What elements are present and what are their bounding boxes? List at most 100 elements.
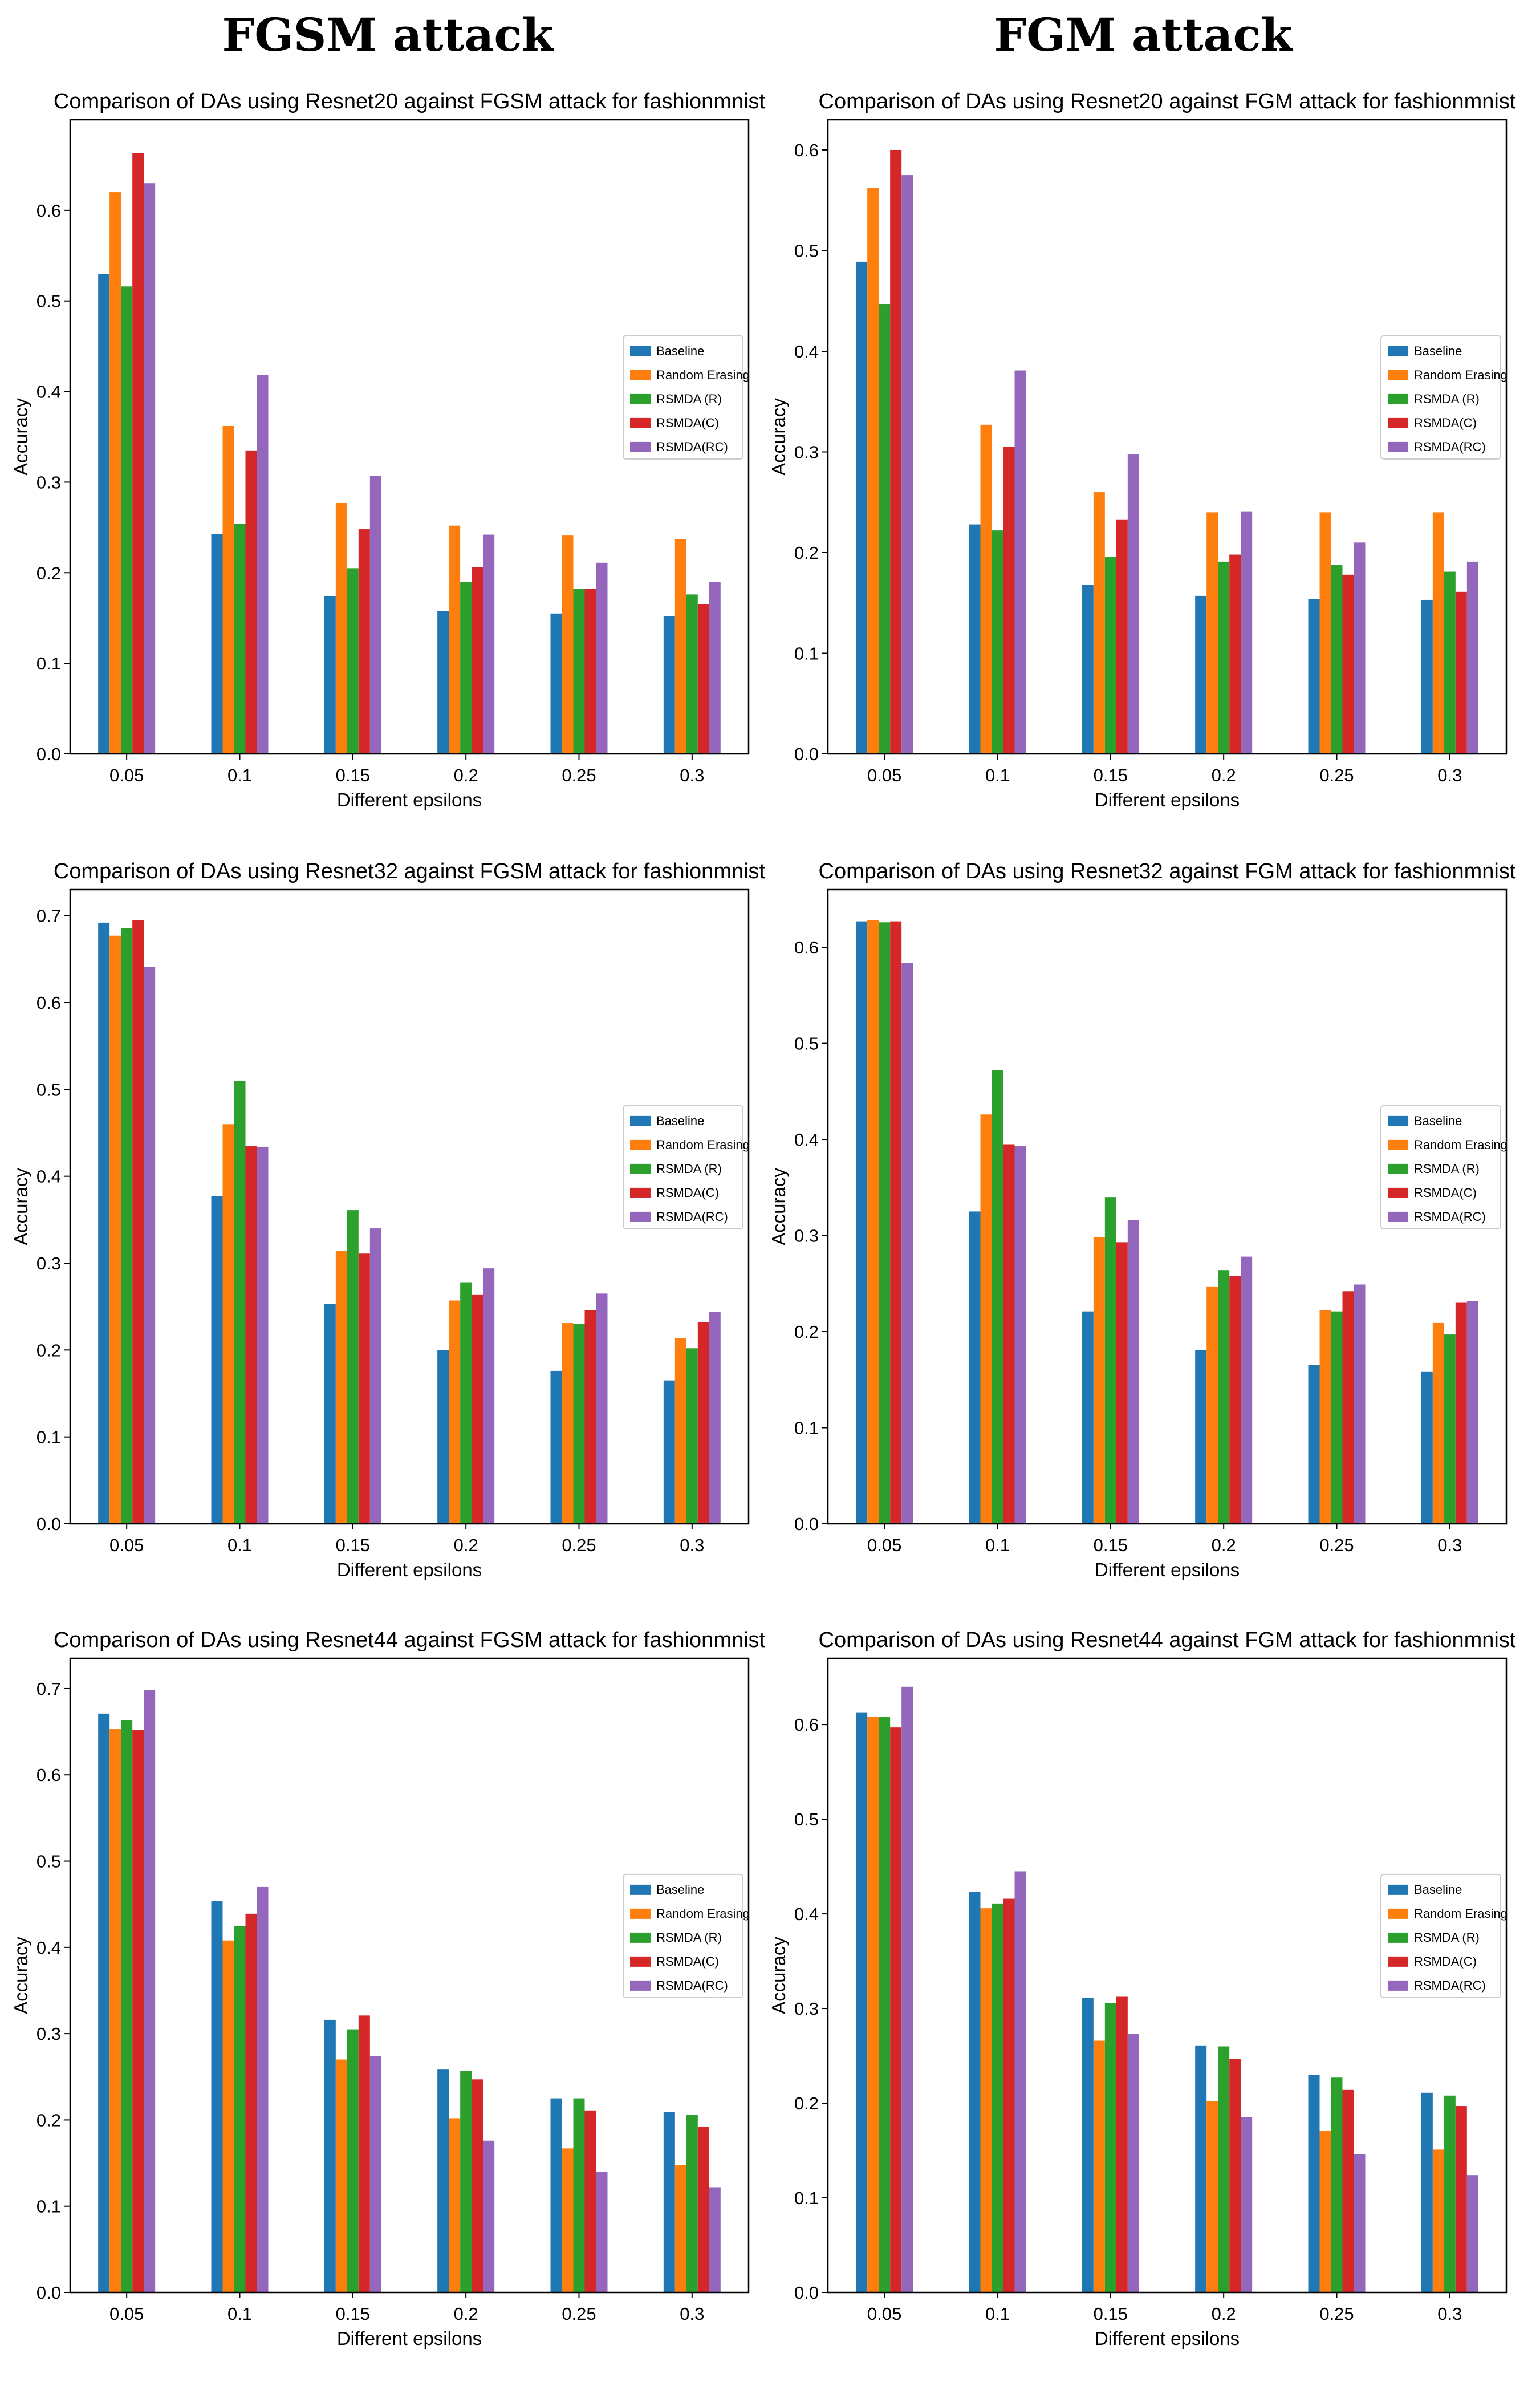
bar-rsmda-rc-0.1 xyxy=(1014,1146,1026,1524)
x-tick-label: 0.05 xyxy=(867,2304,901,2324)
bar-baseline-0.05 xyxy=(856,261,868,754)
bar-random-erasing-0.05 xyxy=(109,935,121,1524)
y-tick-label: 0.1 xyxy=(794,1418,819,1438)
y-tick-label: 0.4 xyxy=(36,1938,61,1958)
bar-baseline-0.3 xyxy=(663,2112,675,2292)
bar-rsmda-r-0.2 xyxy=(460,582,472,754)
x-axis-label: Different epsilons xyxy=(1095,1559,1240,1580)
legend: Baseline Random Erasing RSMDA (R) RSMDA(C) R… xyxy=(1380,1105,1508,1229)
y-tick-label: 0.1 xyxy=(794,643,819,663)
bar-rsmda-rc-0.2 xyxy=(1241,2117,1253,2292)
bar-baseline-0.3 xyxy=(1421,1371,1433,1524)
bar-rsmda-rc-0.05 xyxy=(901,1686,913,2292)
legend-swatch xyxy=(1388,417,1408,428)
bar-baseline-0.15 xyxy=(1082,1311,1094,1524)
legend-label: RSMDA(C) xyxy=(656,1186,719,1200)
bar-rsmda-rc-0.15 xyxy=(369,1228,381,1524)
y-tick-label: 0.6 xyxy=(794,140,819,160)
legend-label: RSMDA(RC) xyxy=(656,1210,728,1224)
chart-6: Comparison of DAs using Resnet44 against… xyxy=(768,1628,1516,2349)
x-axis-label: Different epsilons xyxy=(1095,2328,1240,2349)
y-tick-label: 0.3 xyxy=(36,2024,61,2044)
chart-title: Comparison of DAs using Resnet32 against… xyxy=(819,859,1516,883)
y-tick-label: 0.6 xyxy=(36,1765,61,1785)
bar-rsmda-rc-0.05 xyxy=(901,963,913,1524)
plot-frame xyxy=(827,1657,1508,2294)
y-tick-label: 0.5 xyxy=(794,1809,819,1829)
bar-baseline-0.25 xyxy=(1308,1365,1320,1524)
x-axis-label: Different epsilons xyxy=(1095,789,1240,810)
bar-rsmda-rc-0.2 xyxy=(483,2140,495,2292)
bar-random-erasing-0.25 xyxy=(562,1323,574,1524)
x-tick-label: 0.3 xyxy=(680,1535,704,1555)
bar-rsmda-rc-0.25 xyxy=(596,562,608,754)
bar-random-erasing-0.15 xyxy=(335,502,347,754)
y-tick-label: 0.6 xyxy=(794,938,819,957)
legend-swatch xyxy=(630,1163,651,1174)
x-tick-label: 0.05 xyxy=(109,765,144,785)
bar-rsmda-r-0.2 xyxy=(460,2071,472,2292)
legend-label: RSMDA (R) xyxy=(656,1162,722,1176)
x-tick-label: 0.3 xyxy=(1437,1535,1462,1555)
y-tick-label: 0.4 xyxy=(794,1130,819,1150)
x-tick-label: 0.1 xyxy=(985,765,1010,785)
bar-rsmda-rc-0.1 xyxy=(1014,1871,1026,2292)
bar-random-erasing-0.1 xyxy=(222,1124,234,1524)
bar-rsmda-r-0.3 xyxy=(686,594,698,754)
y-tick-label: 0.7 xyxy=(36,906,61,926)
bar-rsmda-r-0.2 xyxy=(1218,561,1230,754)
bar-rsmda-rc-0.25 xyxy=(596,2172,608,2292)
bar-rsmda-c-0.15 xyxy=(1116,519,1128,754)
legend-label: Random Erasing xyxy=(1414,1138,1508,1152)
x-tick-label: 0.25 xyxy=(1319,765,1354,785)
bar-rsmda-r-0.1 xyxy=(234,524,246,754)
bar-random-erasing-0.05 xyxy=(109,192,121,754)
legend-swatch xyxy=(630,441,651,452)
legend: Baseline Random Erasing RSMDA (R) RSMDA(C) R… xyxy=(1380,335,1508,460)
bar-rsmda-c-0.2 xyxy=(472,567,483,754)
bar-rsmda-r-0.05 xyxy=(121,286,133,754)
x-tick-label: 0.05 xyxy=(867,1535,901,1555)
y-axis-label: Accuracy xyxy=(10,398,31,476)
legend-label: RSMDA(RC) xyxy=(656,440,728,454)
bar-rsmda-r-0.2 xyxy=(460,1282,472,1524)
bar-rsmda-c-0.2 xyxy=(1229,1276,1241,1524)
y-tick-label: 0.2 xyxy=(36,563,61,583)
bar-rsmda-r-0.1 xyxy=(992,1903,1003,2292)
legend-box xyxy=(623,1105,743,1229)
bar-rsmda-c-0.3 xyxy=(697,604,709,754)
y-tick-label: 0.5 xyxy=(36,1080,61,1099)
bar-random-erasing-0.25 xyxy=(562,2148,574,2292)
bar-rsmda-r-0.15 xyxy=(1104,557,1116,754)
legend-label: RSMDA (R) xyxy=(1414,392,1480,406)
bar-baseline-0.05 xyxy=(98,274,110,754)
bar-rsmda-c-0.05 xyxy=(890,1727,902,2292)
bar-rsmda-c-0.1 xyxy=(1003,1898,1015,2292)
bar-rsmda-c-0.3 xyxy=(1455,1302,1467,1524)
bar-rsmda-c-0.1 xyxy=(1003,447,1015,754)
bar-random-erasing-0.2 xyxy=(1206,2101,1218,2292)
bar-rsmda-c-0.15 xyxy=(358,2015,370,2292)
bar-baseline-0.3 xyxy=(663,1380,675,1524)
bar-rsmda-rc-0.15 xyxy=(1127,454,1139,754)
bar-rsmda-c-0.25 xyxy=(584,1310,596,1524)
y-tick-label: 0.2 xyxy=(794,2093,819,2113)
x-tick-label: 0.2 xyxy=(1212,765,1236,785)
y-tick-label: 0.6 xyxy=(36,993,61,1013)
bar-rsmda-rc-0.2 xyxy=(483,534,495,754)
bar-rsmda-c-0.2 xyxy=(1229,2059,1241,2292)
bar-baseline-0.05 xyxy=(856,1712,868,2292)
legend-swatch xyxy=(1388,1163,1408,1174)
bar-random-erasing-0.25 xyxy=(1319,2131,1331,2292)
legend-swatch xyxy=(1388,1115,1408,1126)
bar-rsmda-r-0.1 xyxy=(234,1081,246,1524)
y-tick-label: 0.3 xyxy=(36,472,61,492)
chart-title: Comparison of DAs using Resnet20 against… xyxy=(819,90,1516,113)
bar-rsmda-c-0.15 xyxy=(1116,1242,1128,1524)
bar-random-erasing-0.1 xyxy=(980,1908,992,2292)
bar-rsmda-c-0.05 xyxy=(890,149,902,754)
bar-rsmda-c-0.25 xyxy=(1342,1291,1354,1524)
legend: Baseline Random Erasing RSMDA (R) RSMDA(C) R… xyxy=(623,335,750,460)
y-tick-label: 0.4 xyxy=(36,382,61,402)
